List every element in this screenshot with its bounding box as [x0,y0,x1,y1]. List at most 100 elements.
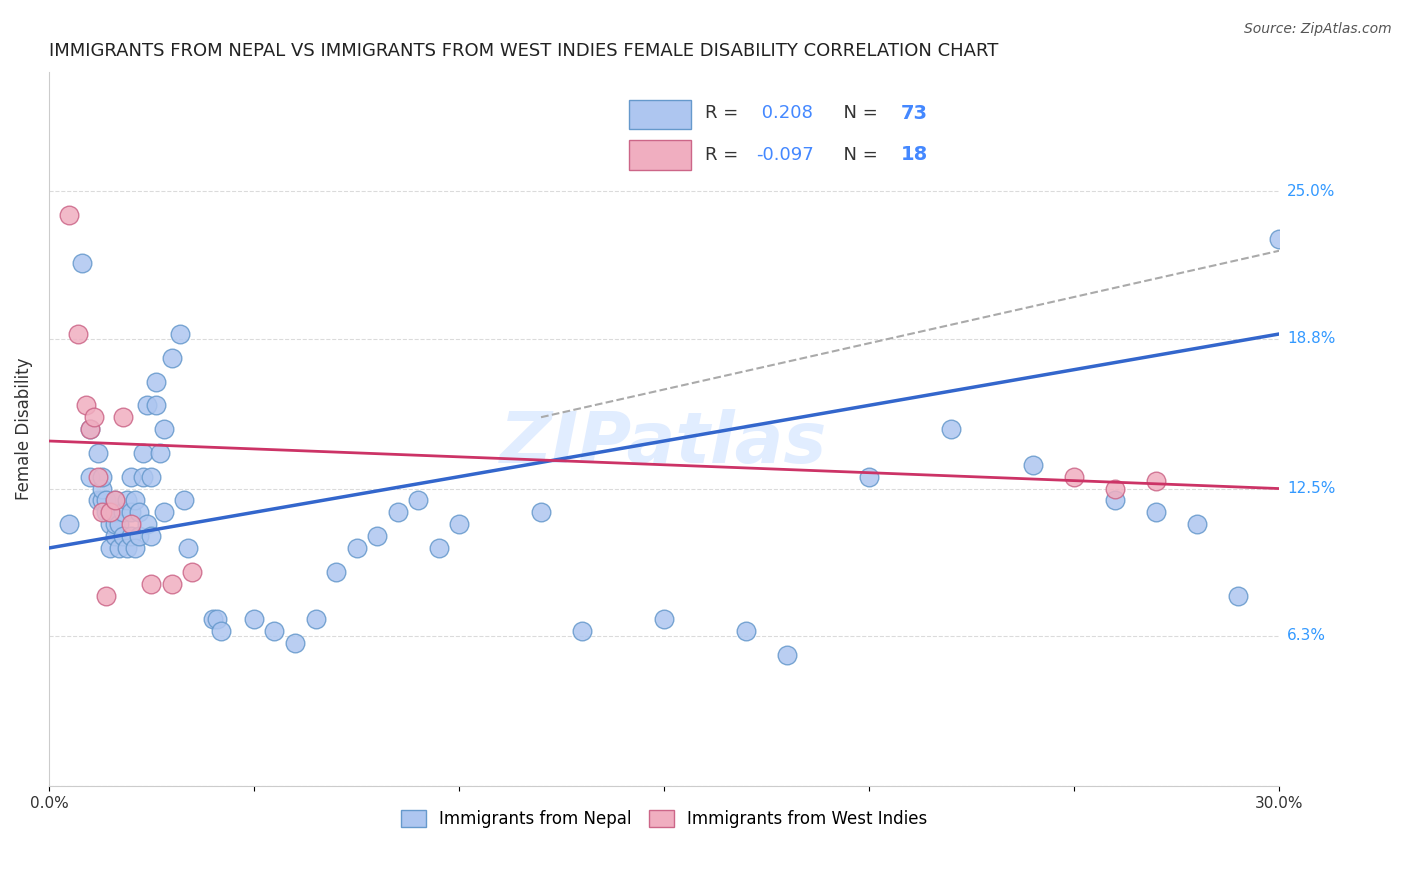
Point [79,422,101,436]
Text: 0.208: 0.208 [756,104,813,122]
Point [1104,482,1126,496]
Point [100,505,122,519]
Point [120,505,142,519]
Point [79,422,101,436]
Point [571,624,593,639]
Point [776,648,799,662]
Point [209,624,232,639]
Point [100,541,122,555]
Point [152,505,174,519]
Point [152,422,174,436]
Point [100,505,122,519]
Point [181,565,204,579]
Text: Source: ZipAtlas.com: Source: ZipAtlas.com [1244,22,1392,37]
Point [1144,475,1167,489]
Bar [628,100,690,129]
Text: R =: R = [704,145,744,163]
Point [427,541,450,555]
Text: IMMIGRANTS FROM NEPAL VS IMMIGRANTS FROM WEST INDIES FEMALE DISABILITY CORRELATI: IMMIGRANTS FROM NEPAL VS IMMIGRANTS FROM… [49,42,998,60]
Point [91,505,114,519]
Point [120,517,142,532]
Point [96,493,118,508]
Point [100,517,122,532]
Point [406,493,429,508]
Point [111,529,134,543]
Point [1227,589,1250,603]
Point [91,482,114,496]
Text: 18.8%: 18.8% [1288,331,1336,346]
Point [169,326,191,341]
Point [284,636,307,650]
Point [70,255,93,269]
Point [205,612,228,626]
Point [387,505,409,519]
Point [58,208,80,222]
Text: 25.0%: 25.0% [1288,184,1336,199]
Point [120,529,142,543]
Point [115,493,138,508]
Point [145,375,167,389]
Text: R =: R = [704,104,744,122]
Point [652,612,675,626]
Point [243,612,266,626]
Point [103,529,125,543]
Point [141,469,163,483]
Point [58,517,80,532]
Point [160,351,183,365]
Point [1063,469,1085,483]
Point [107,517,129,532]
Text: 6.3%: 6.3% [1288,629,1326,643]
Point [1144,505,1167,519]
Text: N =: N = [832,145,884,163]
Point [530,505,553,519]
Point [103,493,125,508]
Point [128,529,150,543]
Text: N =: N = [832,104,884,122]
Point [75,398,97,412]
Point [91,469,114,483]
Point [177,541,200,555]
Point [173,493,195,508]
Text: ZIPatlas: ZIPatlas [501,409,828,478]
Point [939,422,962,436]
Point [1268,232,1291,246]
Text: -0.097: -0.097 [756,145,814,163]
Point [83,410,105,425]
Point [304,612,326,626]
Point [141,529,163,543]
Point [160,576,183,591]
Point [79,469,101,483]
Point [1104,493,1126,508]
Point [141,576,163,591]
Legend: Immigrants from Nepal, Immigrants from West Indies: Immigrants from Nepal, Immigrants from W… [394,803,934,835]
Point [149,446,172,460]
Point [136,517,159,532]
Point [145,398,167,412]
Point [858,469,880,483]
Point [96,505,118,519]
Point [132,446,155,460]
Point [124,493,146,508]
Point [128,505,150,519]
Point [366,529,388,543]
Point [346,541,368,555]
Point [132,469,155,483]
Point [96,589,118,603]
Point [66,326,89,341]
Point [136,398,159,412]
Text: 12.5%: 12.5% [1288,481,1336,496]
Point [201,612,224,626]
Bar [628,140,690,169]
Point [87,446,110,460]
Point [103,517,125,532]
Point [87,469,110,483]
Text: 18: 18 [901,145,928,164]
Point [111,505,134,519]
Point [103,493,125,508]
Point [1185,517,1208,532]
Text: 73: 73 [901,103,928,123]
Point [87,493,110,508]
Point [1022,458,1045,472]
Point [124,541,146,555]
Point [120,469,142,483]
